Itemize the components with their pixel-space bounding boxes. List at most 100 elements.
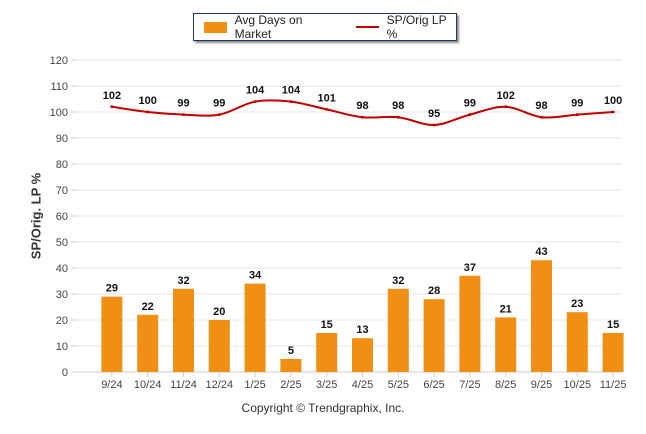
x-tick-label: 10/25 [564,379,592,391]
line-point [611,110,615,114]
bar [531,260,552,372]
x-tick-label: 11/25 [600,379,627,391]
bar [280,359,302,372]
line-data-label: 99 [213,98,225,110]
bar [602,333,624,372]
bar-data-label: 32 [177,275,189,287]
bar [423,299,445,372]
line-data-label: 98 [535,100,547,112]
bar [495,317,517,372]
y-tick-label: 110 [50,81,68,93]
line-point [217,113,221,117]
x-tick-label: 1/25 [244,379,265,391]
bar [101,296,123,372]
bar [352,338,373,372]
bar [316,333,338,372]
line-point [361,115,364,119]
line-point [432,123,436,127]
bar [387,288,409,372]
y-tick-label: 0 [62,367,68,379]
bar-data-label: 23 [571,298,583,310]
line-point [504,105,508,109]
y-tick-label: 100 [50,107,68,119]
line-data-label: 99 [464,98,476,110]
bar-data-label: 32 [392,275,404,287]
bar [137,314,159,372]
bar [208,320,230,372]
line-point [540,115,543,119]
line-data-label: 102 [103,90,121,102]
x-tick-label: 7/25 [459,379,480,391]
line-point [146,110,150,114]
bar-data-label: 15 [607,319,619,331]
line-point [468,113,472,117]
x-axis-ticks: 9/24 10/24 11/24 12/24 1/25 2/25 3/25 4/25 5/25 6… [101,372,626,391]
line-point [575,113,579,117]
bar [459,275,481,372]
bar-data-label: 29 [106,283,118,295]
legend-bar-swatch [204,21,227,33]
line-data-label: 95 [428,108,440,120]
y-axis-ticks: 0 10 20 30 40 50 60 70 80 90 100 110 120 [50,55,68,379]
bar-data-label: 22 [142,301,154,313]
x-tick-label: 11/24 [170,379,197,391]
bar-series: 29 22 32 20 34 5 15 13 32 28 37 21 43 23 15 [101,246,624,372]
line-point [182,113,185,117]
line-data-label: 104 [282,85,301,97]
bar-data-label: 15 [321,319,333,331]
y-axis-label: SP/Orig. LP % [28,172,44,260]
x-tick-label: 8/25 [495,379,516,391]
x-tick-label: 9/25 [531,379,552,391]
bar-data-label: 34 [249,270,262,282]
bar [173,288,194,372]
legend-line-label: SP/Orig LP % [386,13,447,41]
line-data-label: 98 [392,100,404,112]
y-tick-label: 70 [56,185,68,197]
y-tick-label: 50 [56,237,68,249]
x-tick-label: 5/25 [388,379,409,391]
line-data-label: 98 [356,100,368,112]
line-data-label: 99 [177,98,189,110]
line-data-label: 99 [571,98,583,110]
x-tick-label: 2/25 [280,379,301,391]
y-tick-label: 20 [56,315,68,327]
line-data-label: 100 [139,95,157,107]
y-tick-label: 80 [56,159,68,171]
x-tick-label: 4/25 [352,379,373,391]
bar-data-label: 20 [213,306,225,318]
legend: Avg Days on Market SP/Orig LP % [193,13,457,41]
line-data-label: 102 [497,90,515,102]
x-tick-label: 12/24 [206,379,234,391]
legend-bar-label: Avg Days on Market [234,13,303,41]
line-point [396,115,400,119]
bar-data-label: 28 [428,285,440,297]
y-tick-label: 40 [56,263,68,275]
bar-data-label: 21 [500,303,512,315]
x-tick-label: 6/25 [423,379,444,391]
line-point [325,107,329,111]
y-tick-label: 30 [56,289,68,301]
bar [244,283,266,372]
line-point [289,100,293,104]
line-data-label: 101 [318,92,336,104]
bar-data-label: 43 [535,246,547,258]
line-point [253,100,257,104]
y-tick-label: 60 [56,211,68,223]
line-data-label: 100 [604,95,622,107]
bar-data-label: 13 [356,324,368,336]
line-data-label: 104 [246,85,265,97]
x-tick-label: 9/24 [101,379,122,391]
line-point [110,105,114,109]
bar-data-label: 5 [288,345,294,357]
copyright: Copyright © Trendgraphix, Inc. [241,401,405,415]
y-tick-label: 10 [56,341,68,353]
bar [566,312,588,372]
legend-line-swatch [356,26,379,28]
x-tick-label: 3/25 [316,379,337,391]
gridlines [71,59,622,373]
line-series: 102 100 99 99 104 104 101 98 98 95 99 102 98 99 100 [103,85,622,127]
x-tick-label: 10/24 [134,379,162,391]
bar-data-label: 37 [464,262,476,274]
y-tick-label: 90 [56,133,68,145]
